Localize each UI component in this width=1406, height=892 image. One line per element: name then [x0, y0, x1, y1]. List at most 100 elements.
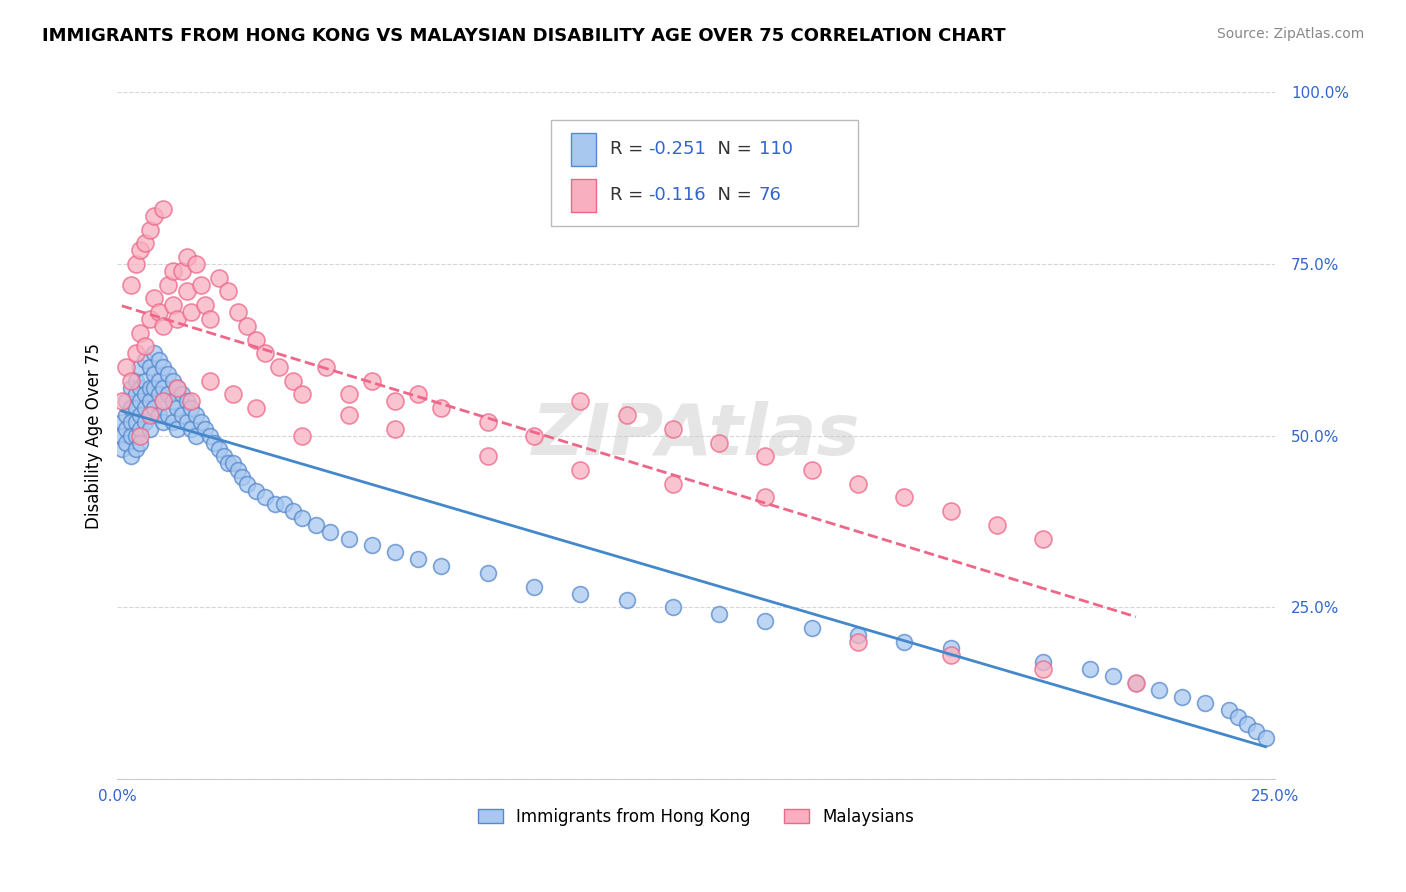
- Point: [152, 359, 174, 374]
- Text: 110: 110: [758, 140, 793, 159]
- Point: [754, 491, 776, 505]
- Point: [893, 491, 915, 505]
- Point: [157, 408, 180, 422]
- Point: [129, 435, 152, 450]
- Text: ZIPAtlas: ZIPAtlas: [531, 401, 860, 470]
- Point: [273, 497, 295, 511]
- Point: [1125, 675, 1147, 690]
- Point: [134, 387, 156, 401]
- Point: [184, 428, 207, 442]
- Point: [134, 353, 156, 368]
- Point: [157, 367, 180, 381]
- Point: [120, 401, 142, 416]
- Point: [180, 422, 202, 436]
- Point: [170, 387, 193, 401]
- Point: [236, 318, 259, 333]
- Point: [291, 428, 314, 442]
- Point: [138, 381, 160, 395]
- Point: [245, 333, 267, 347]
- Point: [337, 408, 360, 422]
- Point: [120, 381, 142, 395]
- Point: [190, 415, 212, 429]
- Point: [430, 559, 453, 574]
- Point: [754, 449, 776, 463]
- Point: [319, 524, 342, 539]
- Y-axis label: Disability Age Over 75: Disability Age Over 75: [86, 343, 103, 529]
- Bar: [571, 133, 596, 166]
- Point: [263, 497, 285, 511]
- Point: [166, 422, 188, 436]
- Point: [134, 339, 156, 353]
- Point: [120, 428, 142, 442]
- Point: [315, 359, 337, 374]
- Point: [208, 270, 231, 285]
- Point: [143, 381, 166, 395]
- Point: [125, 442, 148, 457]
- Text: -0.251: -0.251: [648, 140, 706, 159]
- Point: [217, 456, 239, 470]
- Point: [283, 504, 305, 518]
- Point: [120, 374, 142, 388]
- Point: [143, 346, 166, 360]
- Text: Source: ZipAtlas.com: Source: ZipAtlas.com: [1216, 27, 1364, 41]
- Point: [231, 470, 253, 484]
- Point: [148, 374, 170, 388]
- Point: [254, 491, 277, 505]
- Point: [245, 483, 267, 498]
- Point: [176, 250, 198, 264]
- Point: [148, 305, 170, 319]
- Point: [138, 408, 160, 422]
- Point: [986, 517, 1008, 532]
- Point: [138, 312, 160, 326]
- Point: [176, 415, 198, 429]
- Point: [893, 634, 915, 648]
- Point: [269, 359, 291, 374]
- Point: [939, 504, 962, 518]
- Point: [523, 580, 546, 594]
- Point: [143, 291, 166, 305]
- Point: [523, 428, 546, 442]
- FancyBboxPatch shape: [551, 120, 858, 227]
- Point: [152, 415, 174, 429]
- Point: [291, 387, 314, 401]
- Point: [1218, 703, 1240, 717]
- Point: [1125, 675, 1147, 690]
- Point: [291, 511, 314, 525]
- Point: [1078, 662, 1101, 676]
- Point: [384, 394, 406, 409]
- Point: [709, 435, 731, 450]
- Point: [569, 586, 592, 600]
- Point: [129, 408, 152, 422]
- Point: [162, 298, 184, 312]
- Bar: [571, 179, 596, 211]
- Point: [129, 326, 152, 340]
- Point: [616, 408, 638, 422]
- Point: [115, 435, 138, 450]
- Point: [236, 476, 259, 491]
- Point: [180, 394, 202, 409]
- Point: [569, 463, 592, 477]
- Point: [120, 415, 142, 429]
- Point: [1246, 723, 1268, 738]
- Point: [198, 312, 221, 326]
- Point: [360, 374, 382, 388]
- Point: [208, 442, 231, 457]
- Point: [157, 387, 180, 401]
- Point: [125, 346, 148, 360]
- Point: [134, 415, 156, 429]
- Point: [569, 394, 592, 409]
- Point: [111, 394, 134, 409]
- Point: [204, 435, 226, 450]
- Point: [360, 539, 382, 553]
- Point: [152, 381, 174, 395]
- Point: [138, 408, 160, 422]
- Point: [184, 257, 207, 271]
- Point: [162, 374, 184, 388]
- Legend: Immigrants from Hong Kong, Malaysians: Immigrants from Hong Kong, Malaysians: [471, 801, 921, 832]
- Point: [406, 552, 429, 566]
- Point: [143, 367, 166, 381]
- Point: [194, 422, 217, 436]
- Point: [662, 422, 685, 436]
- Point: [283, 374, 305, 388]
- Point: [616, 593, 638, 607]
